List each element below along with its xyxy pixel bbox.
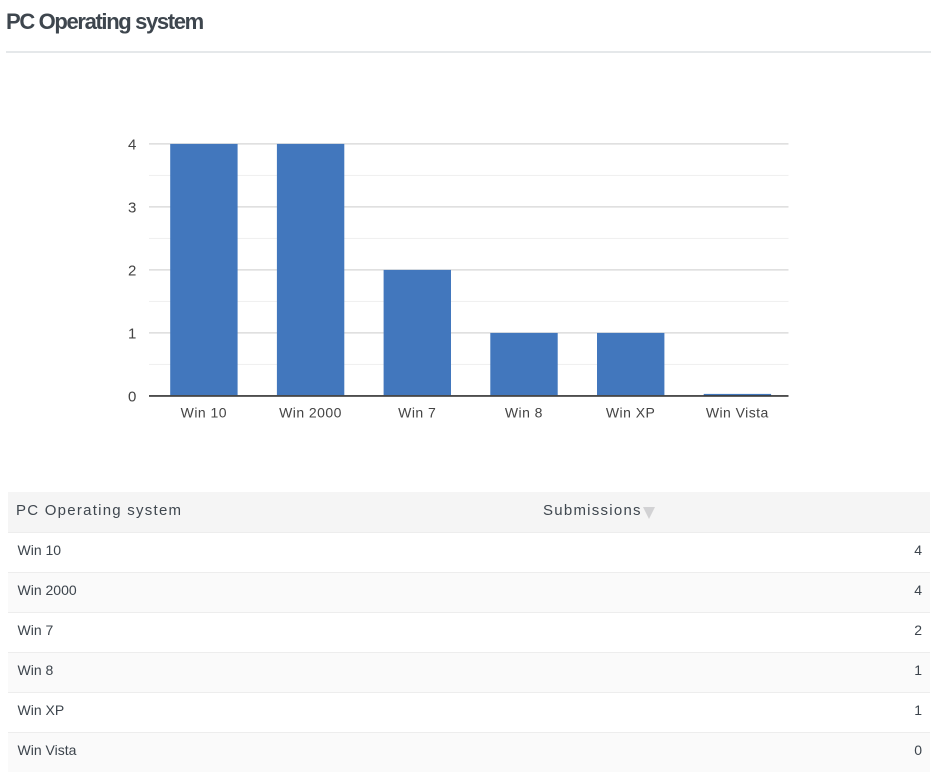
svg-text:1: 1 <box>128 325 136 342</box>
svg-text:2: 2 <box>128 262 136 279</box>
svg-text:0: 0 <box>128 388 136 405</box>
svg-text:4: 4 <box>128 136 136 153</box>
svg-text:Win XP: Win XP <box>606 405 655 421</box>
svg-text:Win 2000: Win 2000 <box>279 405 342 421</box>
svg-text:Win 7: Win 7 <box>398 405 436 421</box>
svg-text:Win Vista: Win Vista <box>706 405 769 421</box>
svg-text:Win 8: Win 8 <box>505 405 543 421</box>
svg-text:3: 3 <box>128 199 136 216</box>
svg-text:Win 10: Win 10 <box>181 405 227 421</box>
